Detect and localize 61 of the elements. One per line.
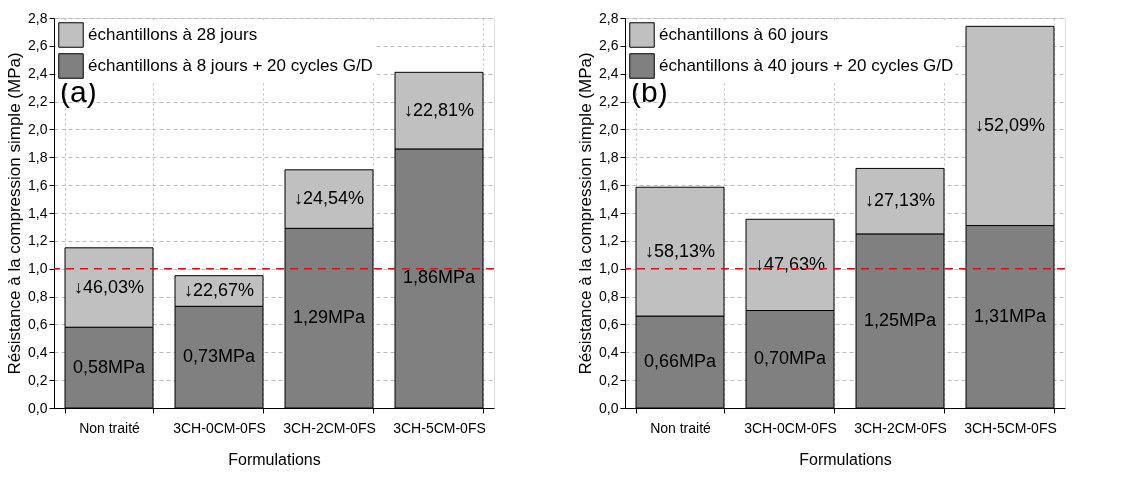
y-tick-label: 2,0 — [28, 120, 48, 137]
x-axis-title: Formulations — [799, 450, 892, 468]
y-tick-label: 0,4 — [28, 343, 48, 360]
annotation: ↓27,13% — [864, 190, 936, 211]
y-tick-label: 2,8 — [28, 9, 48, 26]
legend-label: échantillons à 40 jours + 20 cycles G/D — [659, 56, 954, 75]
y-tick-label: 2,2 — [599, 93, 619, 110]
y-axis-title: Résistance à la compression simple (MPa) — [5, 52, 25, 375]
y-tick-label: 0,8 — [599, 288, 619, 305]
data-label: 1,29MPa — [292, 307, 367, 328]
y-tick-label: 0,0 — [28, 399, 48, 416]
data-label: 1,86MPa — [402, 267, 477, 288]
y-tick-label: 2,4 — [599, 65, 619, 82]
y-tick-label: 0,0 — [599, 399, 619, 416]
annotation: ↓22,67% — [183, 280, 255, 300]
x-tick-label: 3CH-2CM-0FS — [854, 419, 947, 436]
y-tick-label: 0,6 — [599, 315, 619, 332]
y-tick-label: 1,4 — [599, 204, 619, 221]
legend-label: échantillons à 28 jours — [88, 25, 258, 44]
y-axis-title: Résistance à la compression simple (MPa) — [576, 52, 596, 375]
data-label: 0,58MPa — [72, 356, 147, 377]
data-label: 1,31MPa — [973, 305, 1048, 326]
y-tick-label: 2,6 — [28, 37, 48, 54]
data-label: 0,70MPa — [753, 348, 828, 369]
legend-label: échantillons à 60 jours — [659, 25, 829, 44]
y-tick-label: 1,6 — [599, 176, 619, 193]
y-tick-label: 1,8 — [599, 148, 619, 165]
y-tick-label: 1,8 — [28, 148, 48, 165]
y-tick-label: 0,6 — [28, 315, 48, 332]
x-tick-label: Non traité — [79, 419, 141, 436]
y-tick-label: 0,8 — [28, 288, 48, 305]
x-tick-label: 3CH-5CM-0FS — [393, 419, 486, 436]
y-tick-label: 1,6 — [28, 176, 48, 193]
annotation: ↓58,13% — [644, 240, 716, 261]
y-tick-label: 2,8 — [599, 9, 619, 26]
annotation: ↓52,09% — [974, 114, 1046, 135]
y-tick-label: 2,6 — [599, 37, 619, 54]
y-tick-label: 0,2 — [28, 371, 48, 388]
annotation: ↓46,03% — [73, 276, 145, 297]
x-tick-label: 3CH-5CM-0FS — [964, 419, 1057, 436]
y-tick-label: 1,0 — [28, 260, 48, 277]
y-tick-label: 1,4 — [28, 204, 48, 221]
x-axis-title: Formulations — [228, 450, 321, 468]
y-tick-label: 1,0 — [599, 260, 619, 277]
data-label: 1,25MPa — [863, 309, 938, 330]
x-tick-label: 3CH-2CM-0FS — [283, 419, 376, 436]
y-tick-label: 2,2 — [28, 93, 48, 110]
x-tick-label: 3CH-0CM-0FS — [744, 419, 837, 436]
x-tick-label: 3CH-0CM-0FS — [173, 419, 266, 436]
y-tick-label: 1,2 — [28, 232, 48, 249]
y-tick-label: 2,0 — [599, 120, 619, 137]
y-tick-label: 1,2 — [599, 232, 619, 249]
legend-label: échantillons à 8 jours + 20 cycles G/D — [88, 56, 373, 75]
annotation: ↓24,54% — [293, 188, 365, 209]
data-label: 0,66MPa — [643, 351, 718, 372]
y-tick-label: 0,4 — [599, 343, 619, 360]
data-label: 0,73MPa — [182, 346, 257, 367]
annotation: ↓22,81% — [403, 99, 475, 120]
x-tick-label: Non traité — [650, 419, 712, 436]
y-tick-label: 0,2 — [599, 371, 619, 388]
y-tick-label: 2,4 — [28, 65, 48, 82]
